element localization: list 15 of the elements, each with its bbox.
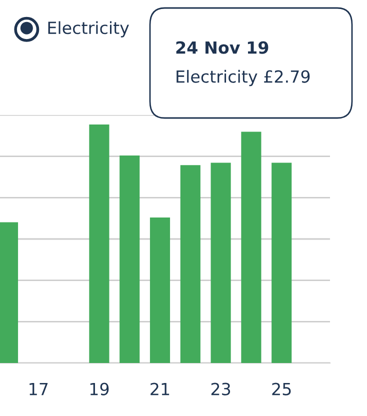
- x-tick-label: 17: [30, 382, 48, 396]
- bar: [272, 162, 292, 363]
- x-tick-label: 25: [272, 382, 291, 396]
- x-tick-label: 23: [211, 382, 230, 396]
- bar: [241, 132, 262, 363]
- bar: [120, 156, 140, 363]
- bar: [150, 218, 170, 363]
- text: 24 Nov 19: [176, 41, 268, 54]
- x-tick-label: 21: [150, 382, 170, 396]
- text: Electricity: [48, 21, 129, 38]
- bar: [210, 162, 231, 363]
- x-tick-label: 19: [90, 382, 109, 396]
- text: Electricity £2.79: [176, 70, 310, 86]
- bar: [180, 165, 200, 363]
- bar: [89, 124, 110, 363]
